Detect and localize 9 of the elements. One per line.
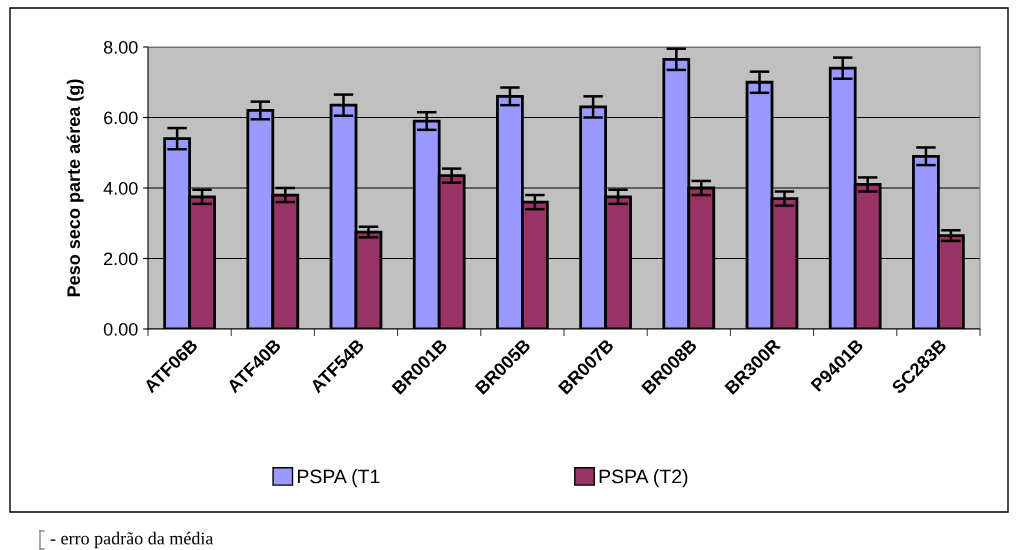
legend-label: PSPA (T2) [599,469,688,488]
y-tick-label: 8.00 [103,40,138,54]
y-tick-label: 0.00 [103,322,138,336]
y-axis-title: Peso seco parte aérea (g) [66,79,84,297]
text: - erro padrão da média [50,531,214,549]
y-tick-label: 6.00 [104,111,138,125]
legend-label: PSPA (T1 [297,469,380,488]
y-tick-label: 2.00 [104,252,138,266]
y-tick-label: 4.00 [103,181,138,195]
